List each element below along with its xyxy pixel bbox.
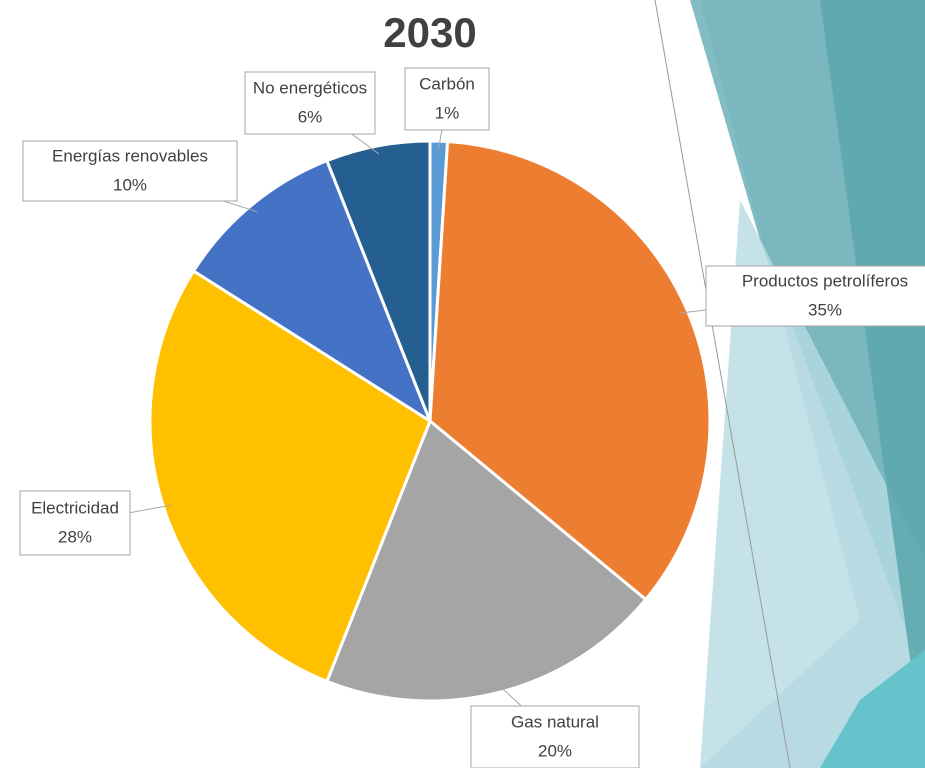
bg-shape <box>820 0 925 768</box>
slice-label: Productos petrolíferos <box>742 271 908 290</box>
label-box <box>404 67 490 131</box>
bg-line <box>654 0 791 768</box>
chart-title: 2030 <box>383 9 476 56</box>
bg-shape <box>820 650 925 768</box>
slice-label: Carbón <box>419 74 475 93</box>
slice-value-label: 6% <box>298 107 323 126</box>
slice-value-label: 20% <box>538 741 572 760</box>
label-box <box>19 490 131 556</box>
pie-slice <box>324 139 432 422</box>
pie-slice <box>148 268 432 684</box>
slice-label: No energéticos <box>253 78 367 97</box>
pie-slice <box>191 158 434 425</box>
slice-value-label: 35% <box>808 300 842 319</box>
slice-label: Gas natural <box>511 712 599 731</box>
slice-label: Energías renovables <box>52 146 208 165</box>
pie <box>148 139 712 703</box>
pie-slice <box>428 139 712 602</box>
label-box <box>22 140 238 202</box>
slice-value-label: 10% <box>113 175 147 194</box>
slice-label: Electricidad <box>31 498 119 517</box>
pie-slice <box>324 418 648 703</box>
background-decoration <box>654 0 925 768</box>
label-box <box>244 71 376 135</box>
label-box <box>705 265 925 327</box>
slice-value-label: 28% <box>58 527 92 546</box>
labels: Carbón 1% Productos petrolíferos 35% Gas nat… <box>19 67 925 768</box>
bg-shape <box>700 200 925 768</box>
label-box <box>470 705 640 768</box>
slice-value-label: 1% <box>435 103 460 122</box>
